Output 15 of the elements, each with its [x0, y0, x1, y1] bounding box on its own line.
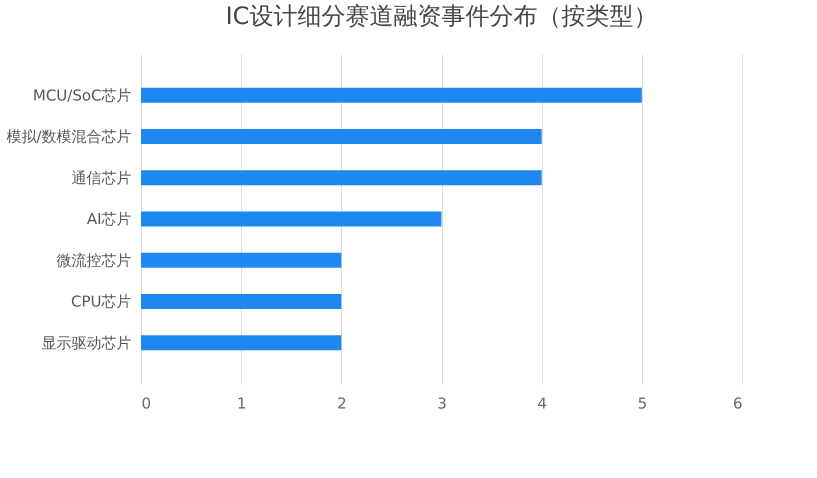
y-tick-label: AI芯片 [86, 210, 132, 228]
y-tick-label: MCU/SoC芯片 [32, 86, 132, 104]
x-tick-label: 4 [537, 394, 547, 412]
chart-title: IC设计细分赛道融资事件分布（按类型） [226, 2, 658, 30]
y-tick-label: CPU芯片 [71, 292, 132, 310]
y-tick-label: 微流控芯片 [56, 251, 132, 270]
x-tick-label: 5 [638, 394, 648, 412]
x-tick-label: 0 [142, 394, 152, 412]
y-tick-label: 模拟/数模混合芯片 [6, 128, 132, 146]
x-tick-label: 3 [437, 394, 447, 412]
x-tick-label: 6 [732, 394, 742, 412]
y-tick-label: 显示驱动芯片 [42, 334, 132, 352]
x-tick-label: 2 [337, 394, 347, 412]
y-tick-label: 通信芯片 [72, 168, 132, 187]
x-tick-label: 1 [236, 394, 246, 412]
